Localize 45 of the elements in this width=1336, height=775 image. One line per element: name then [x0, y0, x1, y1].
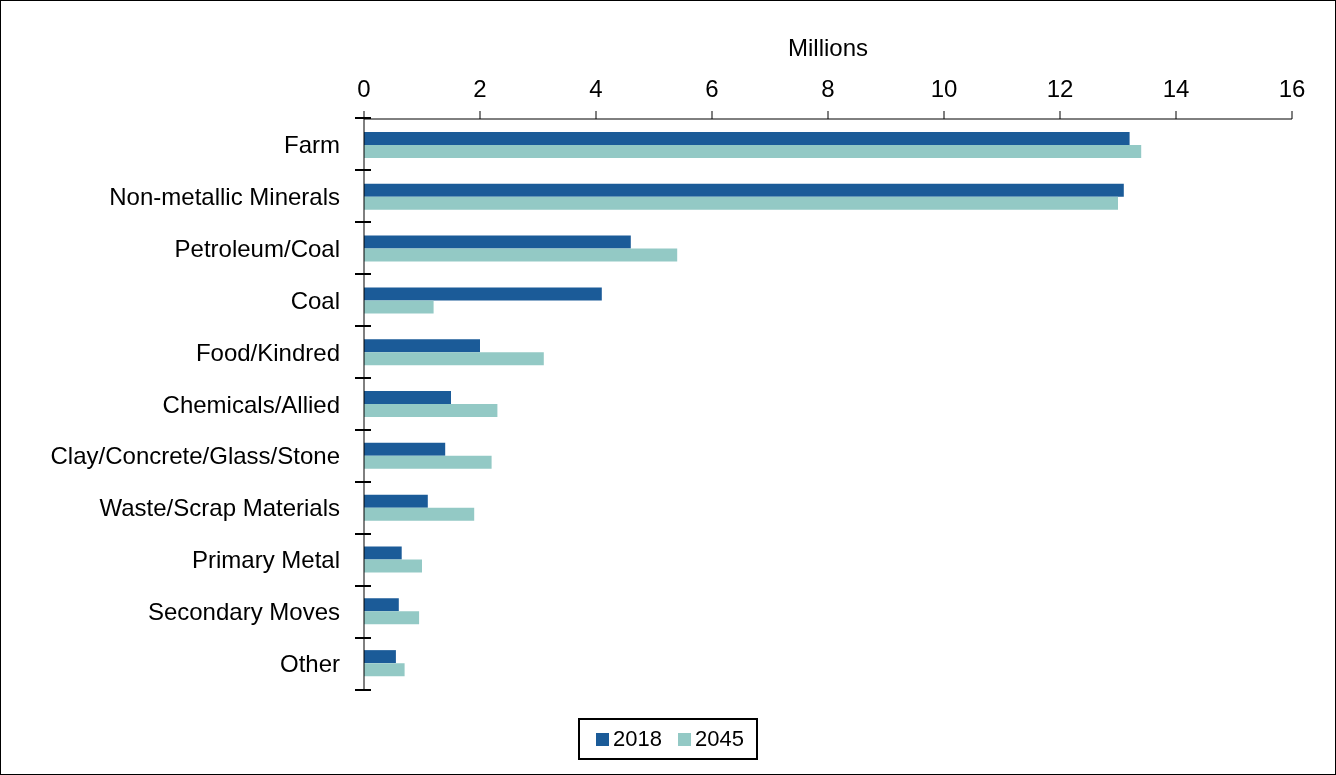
y-tick-label: Clay/Concrete/Glass/Stone: [50, 442, 340, 470]
y-tick-label: Coal: [290, 286, 340, 314]
bar: [364, 559, 422, 573]
x-tick-label: 6: [705, 75, 719, 102]
bar: [364, 248, 678, 262]
x-tick-label: 4: [589, 75, 603, 102]
bar: [364, 455, 492, 469]
y-tick-label: Other: [279, 649, 340, 677]
legend-label: 2045: [695, 725, 744, 753]
y-tick-label: Farm: [284, 131, 340, 159]
bar: [364, 546, 402, 560]
bar: [364, 611, 420, 625]
bar: [364, 650, 396, 664]
bar: [364, 404, 498, 418]
x-tick-label: 14: [1162, 75, 1190, 102]
bar: [364, 598, 399, 612]
y-tick-label: Primary Metal: [191, 545, 340, 573]
x-axis-title: Millions: [787, 34, 869, 62]
bar: [364, 300, 434, 314]
x-tick-label: 0: [357, 75, 371, 102]
legend-label: 2018: [613, 725, 662, 753]
y-tick-label: Food/Kindred: [195, 338, 340, 366]
bar: [364, 663, 405, 677]
bar: [364, 391, 451, 405]
bar: [364, 352, 544, 366]
bar: [364, 183, 1124, 197]
bar: [364, 339, 480, 353]
y-tick-label: Chemicals/Allied: [162, 390, 340, 418]
bar: [364, 494, 428, 508]
x-tick-label: 2: [473, 75, 487, 102]
y-tick-label: Petroleum/Coal: [174, 235, 340, 263]
bar: [364, 507, 475, 521]
bar: [364, 442, 446, 456]
y-tick-label: Non-metallic Minerals: [109, 183, 340, 211]
x-tick-label: 12: [1046, 75, 1074, 102]
bar: [364, 196, 1118, 210]
x-tick-label: 10: [930, 75, 958, 102]
x-tick-label: 8: [821, 75, 835, 102]
bar: [364, 235, 631, 249]
x-tick-label: 16: [1278, 75, 1306, 102]
bar: [364, 131, 1130, 145]
y-tick-label: Secondary Moves: [147, 597, 340, 625]
y-tick-label: Waste/Scrap Materials: [99, 494, 340, 522]
bar: [364, 144, 1142, 158]
bar: [364, 287, 602, 301]
